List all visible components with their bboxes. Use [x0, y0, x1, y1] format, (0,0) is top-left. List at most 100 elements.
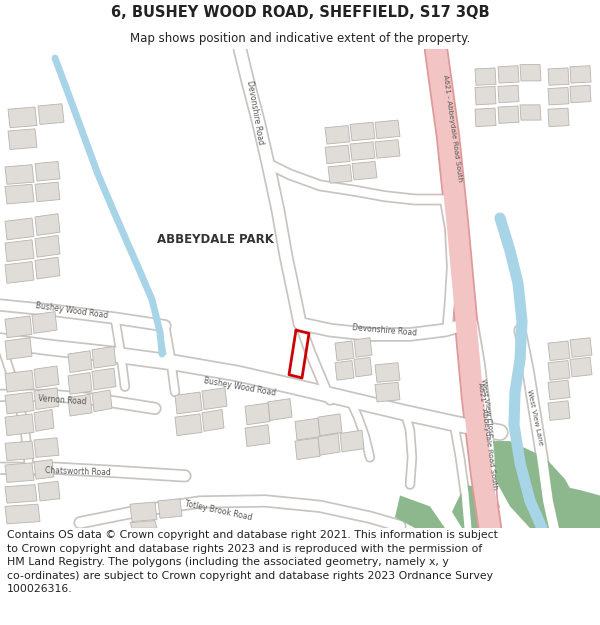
Polygon shape: [548, 108, 569, 127]
Polygon shape: [5, 316, 32, 338]
Polygon shape: [175, 414, 202, 436]
Polygon shape: [5, 441, 34, 461]
Text: Chatsworth Road: Chatsworth Road: [45, 466, 111, 478]
Text: Map shows position and indicative extent of the property.: Map shows position and indicative extent…: [130, 32, 470, 45]
Polygon shape: [92, 346, 116, 368]
Polygon shape: [548, 380, 570, 400]
Polygon shape: [245, 403, 270, 425]
Polygon shape: [34, 388, 59, 409]
Polygon shape: [328, 165, 352, 183]
Polygon shape: [375, 382, 400, 402]
Polygon shape: [5, 463, 34, 482]
Polygon shape: [520, 105, 541, 120]
Polygon shape: [68, 394, 92, 416]
Polygon shape: [5, 338, 32, 359]
Polygon shape: [245, 425, 270, 446]
Polygon shape: [488, 441, 580, 528]
Polygon shape: [35, 161, 60, 181]
Text: Totley Brook Road: Totley Brook Road: [184, 499, 253, 522]
Polygon shape: [498, 85, 519, 102]
Polygon shape: [570, 66, 591, 83]
Polygon shape: [268, 399, 292, 421]
Polygon shape: [92, 390, 112, 412]
Text: Contains OS data © Crown copyright and database right 2021. This information is : Contains OS data © Crown copyright and d…: [7, 530, 498, 594]
Polygon shape: [475, 108, 496, 127]
Polygon shape: [175, 392, 202, 414]
Polygon shape: [570, 338, 592, 357]
Polygon shape: [5, 165, 34, 184]
Polygon shape: [475, 86, 496, 105]
Text: West View Lane: West View Lane: [526, 389, 544, 446]
Polygon shape: [498, 106, 519, 123]
Polygon shape: [570, 357, 592, 377]
Polygon shape: [8, 129, 37, 149]
Polygon shape: [335, 341, 354, 361]
Text: Devonshire Road: Devonshire Road: [245, 80, 265, 145]
Polygon shape: [548, 88, 569, 105]
Polygon shape: [35, 182, 60, 202]
Polygon shape: [5, 240, 34, 261]
Text: Vernon Road: Vernon Road: [38, 394, 86, 406]
Polygon shape: [34, 459, 54, 479]
Polygon shape: [570, 85, 591, 102]
Polygon shape: [5, 184, 34, 204]
Polygon shape: [35, 214, 60, 236]
Polygon shape: [5, 261, 34, 283]
Polygon shape: [548, 401, 570, 421]
Polygon shape: [5, 218, 34, 240]
Polygon shape: [35, 258, 60, 279]
Polygon shape: [8, 107, 37, 128]
Polygon shape: [548, 341, 570, 361]
Polygon shape: [5, 392, 34, 414]
Polygon shape: [5, 484, 37, 503]
Polygon shape: [548, 68, 569, 85]
Polygon shape: [520, 64, 541, 81]
Polygon shape: [395, 496, 445, 528]
Polygon shape: [34, 409, 54, 431]
Polygon shape: [535, 484, 600, 528]
Polygon shape: [340, 430, 364, 452]
Polygon shape: [375, 362, 400, 382]
Polygon shape: [68, 351, 92, 372]
Text: A621 - Abbeydale Road South: A621 - Abbeydale Road South: [442, 74, 463, 182]
Polygon shape: [352, 161, 377, 180]
Text: Bushey Wood Road: Bushey Wood Road: [35, 301, 109, 320]
Text: West View Close: West View Close: [480, 379, 494, 438]
Polygon shape: [38, 481, 60, 501]
Polygon shape: [35, 236, 60, 258]
Polygon shape: [5, 414, 34, 436]
Polygon shape: [375, 120, 400, 139]
Polygon shape: [158, 499, 182, 518]
Polygon shape: [68, 372, 92, 394]
Polygon shape: [318, 414, 342, 436]
Polygon shape: [498, 66, 519, 83]
Polygon shape: [325, 145, 350, 164]
Polygon shape: [295, 438, 320, 459]
Polygon shape: [318, 434, 340, 455]
Polygon shape: [354, 338, 372, 357]
Polygon shape: [375, 139, 400, 158]
Polygon shape: [34, 366, 59, 388]
Polygon shape: [354, 357, 372, 377]
Polygon shape: [5, 504, 40, 524]
Text: Bushey Wood Road: Bushey Wood Road: [203, 376, 277, 398]
Polygon shape: [130, 521, 157, 528]
Text: 6, BUSHEY WOOD ROAD, SHEFFIELD, S17 3QB: 6, BUSHEY WOOD ROAD, SHEFFIELD, S17 3QB: [110, 5, 490, 20]
Polygon shape: [295, 418, 320, 440]
Polygon shape: [475, 68, 496, 85]
Polygon shape: [350, 142, 375, 161]
Text: ABBEYDALE PARK: ABBEYDALE PARK: [157, 233, 274, 246]
Polygon shape: [202, 388, 227, 409]
Polygon shape: [202, 409, 224, 431]
Polygon shape: [34, 438, 59, 458]
Polygon shape: [32, 312, 57, 333]
Polygon shape: [335, 361, 354, 380]
Polygon shape: [548, 361, 570, 380]
Polygon shape: [5, 371, 34, 392]
Text: A621 - Abbeydale Road South: A621 - Abbeydale Road South: [476, 382, 497, 489]
Polygon shape: [452, 484, 500, 528]
Polygon shape: [350, 122, 375, 141]
Polygon shape: [92, 368, 116, 390]
Polygon shape: [325, 126, 350, 144]
Polygon shape: [38, 104, 64, 124]
